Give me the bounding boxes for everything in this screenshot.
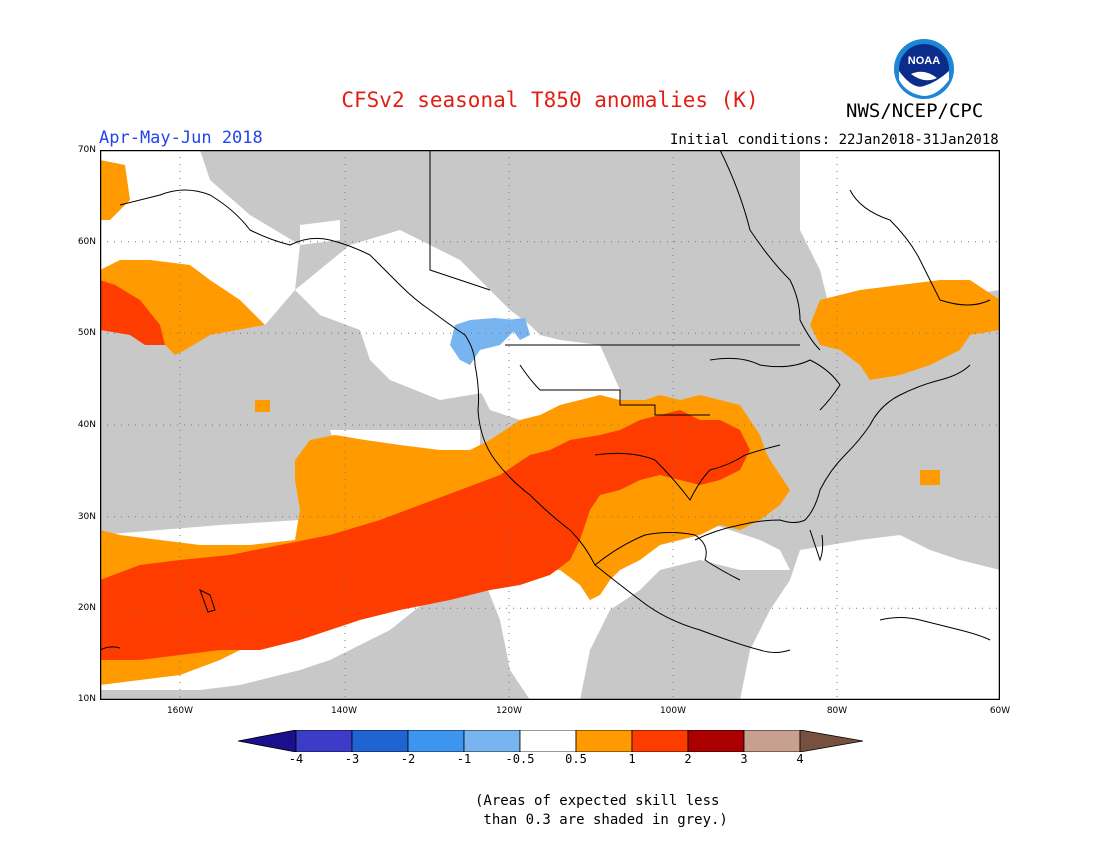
- anomaly-red-areas: [100, 280, 750, 660]
- colorbar-label: 0.5: [565, 752, 587, 766]
- colorbar-segment: [575, 730, 633, 752]
- colorbar-segment: [407, 730, 465, 752]
- svg-text:NOAA: NOAA: [908, 55, 940, 67]
- lat-label: 20N: [77, 603, 96, 613]
- anomaly-map: [100, 150, 1000, 700]
- colorbar-segment: [687, 730, 745, 752]
- map-title: CFSv2 seasonal T850 anomalies (K): [341, 88, 759, 112]
- colorbar-segment: [519, 730, 577, 752]
- colorbar-segment: [295, 730, 353, 752]
- colorbar-segment: [799, 730, 863, 752]
- colorbar-label: 3: [740, 752, 748, 766]
- lat-label: 50N: [77, 328, 96, 338]
- colorbar-segment: [463, 730, 521, 752]
- graticule: [100, 150, 1000, 700]
- lon-label: 120W: [495, 706, 523, 716]
- agency-label: NWS/NCEP/CPC: [846, 100, 984, 122]
- colorbar: [238, 730, 863, 752]
- colorbar-label: -3: [344, 752, 360, 766]
- colorbar-label: -4: [288, 752, 304, 766]
- lat-label: 30N: [77, 512, 96, 522]
- lat-label: 60N: [77, 237, 96, 247]
- initial-conditions-label: Initial conditions: 22Jan2018-31Jan2018: [670, 132, 999, 148]
- anomaly-blue-area: [505, 318, 530, 340]
- lon-label: 100W: [659, 706, 687, 716]
- colorbar-label: 2: [684, 752, 692, 766]
- colorbar-label: 1: [628, 752, 636, 766]
- colorbar-label: 4: [796, 752, 804, 766]
- colorbar-segment: [351, 730, 409, 752]
- lon-label: 140W: [330, 706, 358, 716]
- lat-label: 70N: [77, 145, 96, 155]
- colorbar-label: -0.5: [505, 752, 535, 766]
- colorbar-segment: [631, 730, 689, 752]
- colorbar-segment: [743, 730, 801, 752]
- anomaly-blue-area: [450, 318, 520, 365]
- lon-label: 60W: [989, 706, 1011, 716]
- noaa-logo: NOAA: [894, 39, 954, 99]
- skill-note-line: than 0.3 are shaded in grey.): [475, 812, 728, 828]
- colorbar-segment: [238, 730, 297, 752]
- colorbar-label: -2: [400, 752, 416, 766]
- skill-note-line: (Areas of expected skill less: [475, 793, 720, 809]
- colorbar-label: -1: [456, 752, 472, 766]
- lat-label: 40N: [77, 420, 96, 430]
- lat-label: 10N: [77, 694, 96, 704]
- season-label: Apr-May-Jun 2018: [99, 128, 263, 148]
- skill-note: (Areas of expected skill less than 0.3 a…: [475, 792, 728, 830]
- coastlines: [100, 150, 991, 653]
- lon-label: 160W: [166, 706, 194, 716]
- lon-label: 80W: [826, 706, 848, 716]
